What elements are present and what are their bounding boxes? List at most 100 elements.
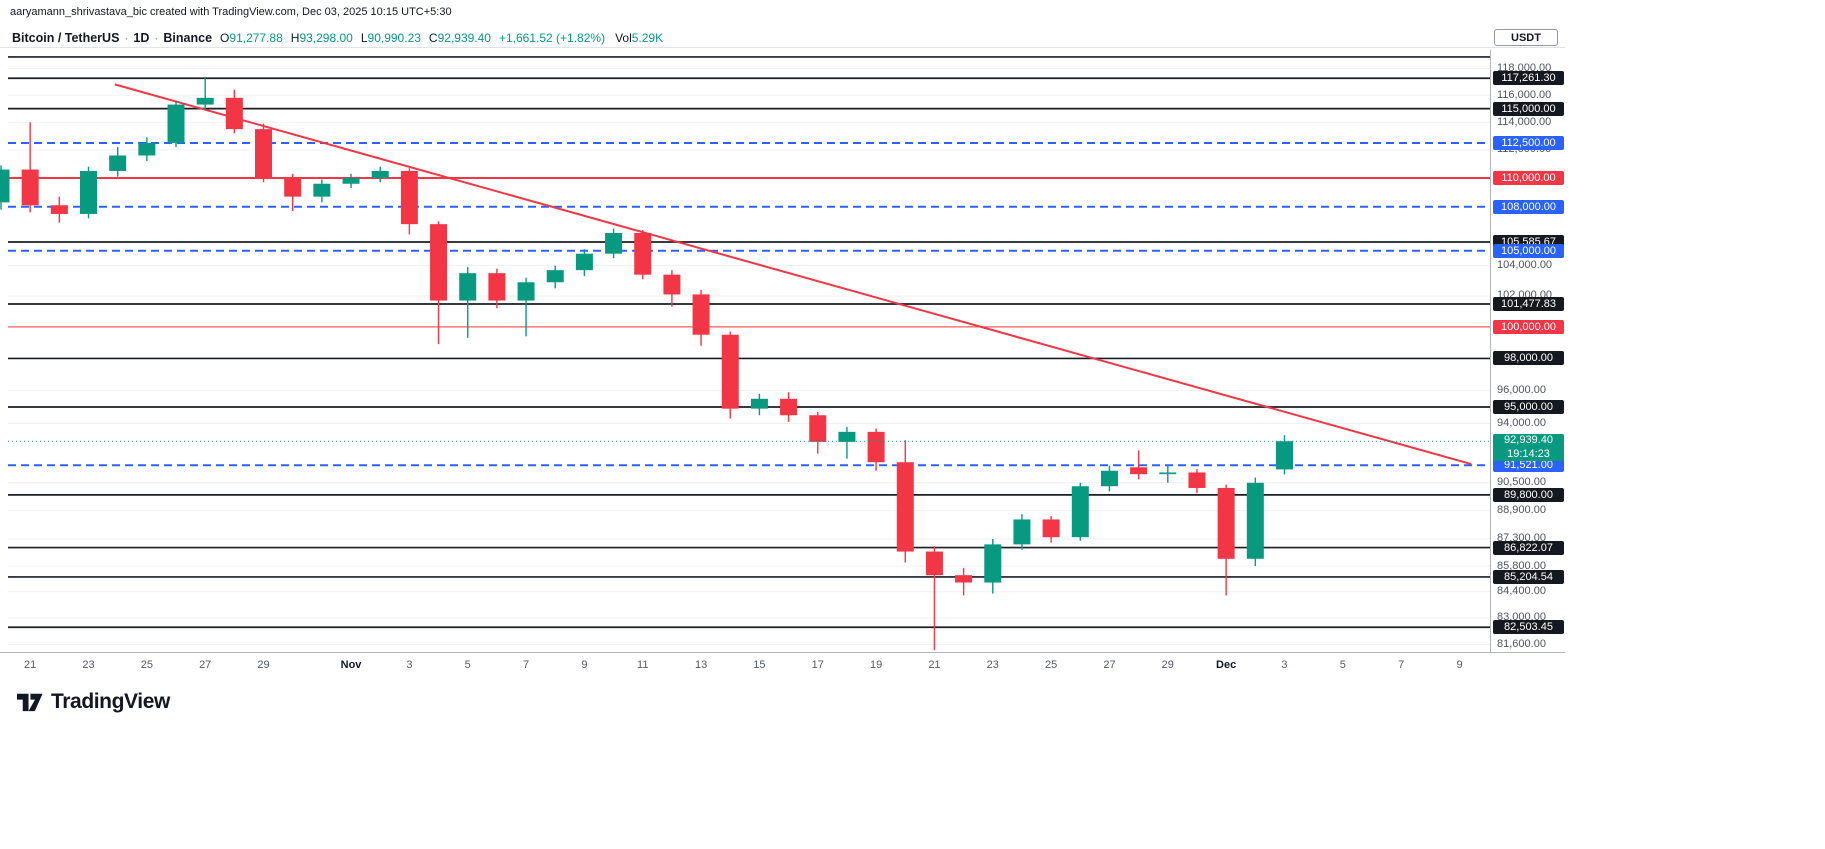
level-badge-108,000.00: 108,000.00 <box>1493 199 1564 214</box>
price-tick-118,000.00: 118,000.00 <box>1497 61 1552 74</box>
time-tick-9: 9 <box>581 659 588 671</box>
tradingview-logo-text: TradingView <box>51 689 170 713</box>
candle-body-Nov 12 <box>663 274 681 295</box>
quote-currency-badge[interactable]: USDT <box>1494 29 1558 46</box>
candle-body-Dec 2 <box>1246 482 1264 559</box>
candlestick-chart[interactable] <box>0 50 1490 652</box>
level-badge-112,500.00: 112,500.00 <box>1493 135 1564 150</box>
volume-value: 5.29K <box>631 31 664 45</box>
symbol-name[interactable]: Bitcoin / TetherUS <box>12 31 120 45</box>
time-tick-Dec: Dec <box>1216 659 1237 671</box>
price-tick-94,000.00: 94,000.00 <box>1497 417 1546 430</box>
candle-body-Nov 29 <box>1159 472 1177 475</box>
level-badge-82,503.45: 82,503.45 <box>1493 620 1564 635</box>
price-tick-85,800.00: 85,800.00 <box>1497 559 1546 572</box>
candle-body-Oct 23 <box>80 170 98 214</box>
time-tick-5: 5 <box>1339 659 1346 671</box>
time-tick-19: 19 <box>869 659 883 671</box>
time-tick-15: 15 <box>753 659 766 671</box>
header-divider <box>0 47 1565 48</box>
exchange-name[interactable]: Binance <box>163 31 213 45</box>
candle-body-Nov 21 <box>925 551 943 576</box>
time-tick-27: 27 <box>1103 659 1116 671</box>
time-tick-17: 17 <box>811 659 824 671</box>
level-badge-117,261.30: 117,261.30 <box>1493 71 1564 86</box>
candle-body-Nov 22 <box>955 575 973 583</box>
price-tick-84,400.00: 84,400.00 <box>1497 585 1546 598</box>
candle-body-Oct 21 <box>21 169 39 206</box>
candle-body-Nov 18 <box>838 431 856 442</box>
candle-body-Nov 16 <box>780 398 798 416</box>
symbol-header: Bitcoin / TetherUS · 1D · Binance O91,27… <box>12 30 663 46</box>
price-tick-114,000.00: 114,000.00 <box>1497 115 1552 128</box>
time-tick-21: 21 <box>928 659 941 671</box>
interval-selector[interactable]: 1D <box>133 31 150 45</box>
candle-body-Nov 9 <box>575 253 593 271</box>
time-tick-23: 23 <box>82 659 95 671</box>
gridlines <box>8 67 1490 645</box>
last-price-value: 92,939.40 <box>1504 434 1553 447</box>
candle-body-Nov 4 <box>430 224 448 301</box>
time-tick-27: 27 <box>199 659 212 671</box>
time-tick-13: 13 <box>694 659 708 671</box>
separator-dot: · <box>154 31 159 45</box>
candle-body-Nov 3 <box>400 170 418 225</box>
time-tick-7: 7 <box>1398 659 1405 671</box>
time-tick-5: 5 <box>464 659 471 671</box>
candle-body-Nov 23 <box>984 544 1002 583</box>
time-tick-25: 25 <box>1044 659 1058 671</box>
candle-body-Nov 7 <box>517 282 535 301</box>
time-tick-3: 3 <box>1281 659 1288 671</box>
candle-body-Nov 2 <box>371 170 389 179</box>
candle-body-Dec 3 <box>1275 441 1293 470</box>
time-tick-29: 29 <box>1161 659 1174 671</box>
level-badge-100,000.00: 100,000.00 <box>1493 319 1564 334</box>
price-tick-88,900.00: 88,900.00 <box>1497 504 1546 517</box>
bar-close-countdown: 19:14:23 <box>1507 447 1550 460</box>
time-tick-23: 23 <box>986 659 999 671</box>
time-tick-11: 11 <box>637 659 649 671</box>
level-badge-89,800.00: 89,800.00 <box>1493 487 1564 502</box>
level-badge-110,000.00: 110,000.00 <box>1493 171 1564 186</box>
price-axis[interactable]: 118,000.00116,000.00114,000.00112,000.00… <box>1490 50 1568 652</box>
candle-body-Nov 17 <box>809 415 827 442</box>
candle-body-Nov 5 <box>459 273 477 301</box>
candle-body-Oct 28 <box>225 97 243 130</box>
time-tick-9: 9 <box>1456 659 1463 671</box>
candle-body-Nov 27 <box>1100 470 1118 487</box>
candle-body-Nov 8 <box>546 270 564 283</box>
low-readout: L90,990.23 <box>360 31 421 45</box>
price-tick-90,500.00: 90,500.00 <box>1497 476 1546 489</box>
time-tick-29: 29 <box>257 659 270 671</box>
candle-body-Nov 30 <box>1188 472 1206 488</box>
level-badge-115,000.00: 115,000.00 <box>1493 101 1564 116</box>
price-tick-96,000.00: 96,000.00 <box>1497 384 1546 397</box>
separator-dot: · <box>124 31 129 45</box>
descending-trendline[interactable] <box>114 83 1472 466</box>
level-badge-85,204.54: 85,204.54 <box>1493 569 1564 584</box>
volume-label: Vol <box>615 31 632 45</box>
high-readout: H93,298.00 <box>290 31 353 45</box>
candle-body-Nov 15 <box>750 398 768 409</box>
last-price-badge: 92,939.40 19:14:23 <box>1493 434 1564 462</box>
time-tick-3: 3 <box>406 659 413 671</box>
time-tick-25: 25 <box>140 659 153 671</box>
candle-body-Oct 27 <box>196 97 214 105</box>
candle-body-Oct 30 <box>284 178 302 197</box>
price-tick-116,000.00: 116,000.00 <box>1497 88 1552 101</box>
candle-body-Oct 29 <box>255 129 273 179</box>
candles <box>0 78 1293 651</box>
price-tick-104,000.00: 104,000.00 <box>1497 259 1553 272</box>
candle-body-Oct 20 <box>0 169 10 203</box>
candle-body-Nov 14 <box>721 334 739 409</box>
close-readout: C92,939.40 <box>428 31 491 45</box>
candle-body-Nov 1 <box>342 178 360 184</box>
time-tick-21: 21 <box>24 659 37 671</box>
candle-body-Nov 6 <box>488 273 506 301</box>
time-axis[interactable]: 21 23 25 27 29 Nov 3 5 7 9 11 13 15 17 19 21 23 25 27 29 Dec… <box>0 652 1565 678</box>
level-badge-98,000.00: 98,000.00 <box>1493 351 1564 366</box>
level-badge-86,822.07: 86,822.07 <box>1493 540 1564 555</box>
candle-body-Oct 22 <box>50 205 68 214</box>
tradingview-logo[interactable]: TradingView <box>16 688 170 715</box>
candle-body-Nov 25 <box>1042 519 1060 538</box>
